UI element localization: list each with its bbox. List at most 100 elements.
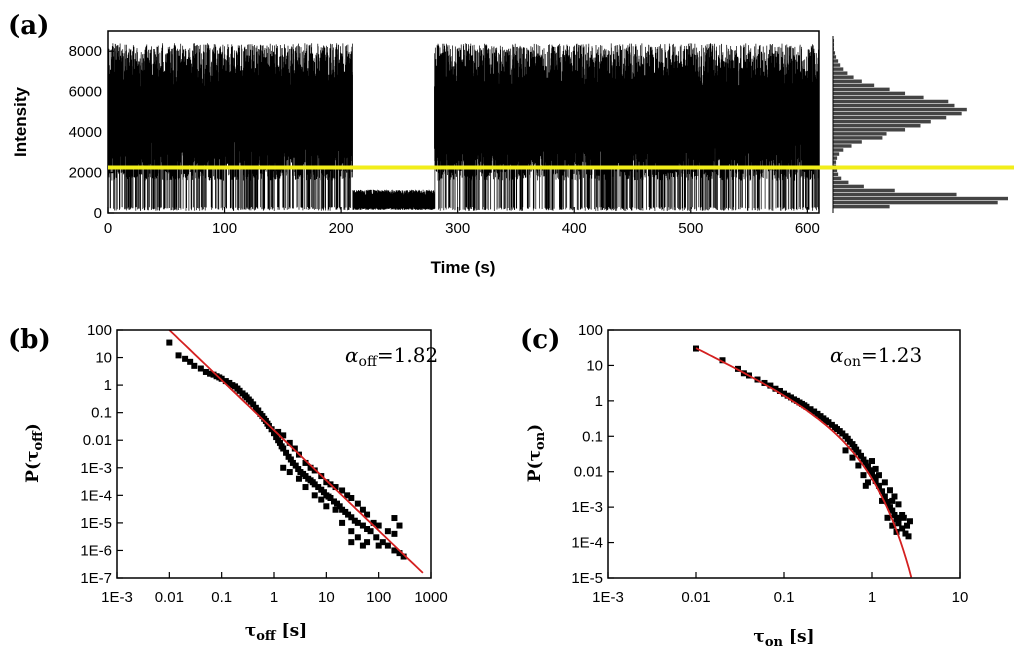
data-point	[787, 394, 794, 401]
data-point	[400, 553, 407, 560]
data-point	[860, 472, 867, 479]
data-point	[339, 519, 346, 526]
histogram-bar	[833, 103, 955, 108]
y-tick-label: 1E-3	[571, 499, 603, 516]
tau-off-fit-line	[168, 329, 424, 574]
panel-b-ylabel-main: P	[23, 470, 43, 483]
data-point	[348, 514, 355, 521]
data-point	[271, 430, 277, 437]
data-point	[364, 511, 371, 518]
panel-c-ylabel-arg: τ	[525, 450, 545, 461]
panel-a-ylabel: Intensity	[11, 87, 30, 157]
histogram-bar	[833, 99, 949, 104]
y-tick-label: 100	[87, 322, 112, 339]
data-point	[336, 503, 343, 510]
data-point	[391, 530, 398, 537]
data-point	[899, 525, 906, 532]
histogram-bar	[833, 204, 890, 209]
x-tick-label: 10	[318, 589, 335, 606]
data-point	[280, 445, 287, 452]
histogram-bar	[833, 124, 921, 128]
data-point	[332, 506, 339, 513]
panel-b-xlabel: τoff [s]	[245, 621, 307, 644]
panel-c-frame	[607, 329, 961, 579]
alpha-value: =1.82	[377, 343, 438, 367]
data-point	[767, 382, 774, 389]
data-point	[327, 495, 334, 502]
data-point	[825, 419, 832, 426]
histogram-bar	[833, 176, 842, 181]
histogram-bar	[833, 67, 844, 71]
data-point	[884, 514, 891, 521]
histogram-bar	[833, 87, 890, 92]
data-point	[784, 392, 791, 399]
data-point	[384, 528, 391, 535]
data-point	[292, 462, 299, 469]
data-point	[348, 495, 355, 502]
data-point	[391, 547, 398, 554]
x-tick-label: 100	[212, 220, 237, 237]
data-point	[339, 506, 346, 513]
x-tick-label: 400	[562, 220, 587, 237]
data-point	[318, 496, 325, 503]
panel-a-xlabel: Time (s)	[431, 258, 496, 277]
y-tick-label: 4000	[69, 124, 102, 141]
data-point	[307, 464, 314, 471]
data-point	[889, 497, 896, 504]
x-tick-label: 100	[366, 589, 391, 606]
panel-c-ylabel-sub: on	[533, 431, 548, 450]
data-point	[311, 481, 318, 488]
histogram-bar	[833, 39, 835, 43]
data-point	[719, 357, 726, 364]
panel-c-y-ticks: 1E-5 1E-4 1E-3 0.01 0.1 1 10 100	[571, 322, 614, 587]
histogram-bar	[833, 160, 837, 164]
data-point	[344, 492, 351, 499]
data-point	[197, 365, 204, 372]
data-point	[902, 530, 909, 537]
panel-b-x-ticks: 1E-3 0.01 0.1 1 10 100 1000	[101, 572, 448, 606]
y-tick-label: 6000	[69, 84, 102, 101]
histogram-bar	[833, 192, 957, 197]
data-point	[273, 434, 280, 441]
histogram-bar	[833, 148, 844, 152]
data-point	[364, 526, 371, 533]
data-point	[814, 410, 821, 417]
histogram-bar	[833, 196, 1008, 201]
tau-on-points	[693, 345, 913, 540]
data-point	[828, 421, 835, 428]
data-point	[222, 378, 229, 385]
data-point	[287, 456, 294, 463]
x-tick-label: 1000	[414, 589, 447, 606]
data-point	[396, 550, 403, 557]
data-point	[210, 371, 217, 378]
y-tick-label: 1E-5	[80, 515, 112, 532]
data-point	[339, 487, 346, 494]
panel-c-xlabel-main: τ	[753, 627, 764, 647]
data-point	[320, 489, 327, 496]
data-point	[375, 542, 382, 549]
alpha-off-annotation: αoff=1.82	[345, 343, 438, 370]
data-point	[849, 454, 856, 461]
data-point	[396, 522, 403, 529]
data-point	[895, 514, 902, 521]
histogram-bar	[833, 180, 849, 185]
panel-b-ylabel: P(τoff)	[23, 423, 46, 483]
x-tick-label: 10	[952, 589, 969, 606]
data-point	[855, 449, 862, 456]
x-tick-label: 1E-3	[592, 589, 624, 606]
data-point	[351, 517, 358, 524]
x-tick-label: 0	[104, 220, 112, 237]
histogram-bar	[833, 168, 838, 172]
histogram-bar	[833, 107, 967, 112]
panel-c-ylabel-main: P	[525, 469, 545, 482]
data-point	[375, 522, 382, 529]
data-point	[776, 387, 783, 394]
data-point	[906, 518, 913, 525]
data-point	[354, 500, 361, 507]
intensity-trace	[107, 43, 820, 211]
data-point	[276, 439, 283, 446]
data-point	[323, 503, 330, 510]
data-point	[803, 403, 810, 410]
data-point	[354, 519, 361, 526]
data-point	[359, 542, 366, 549]
